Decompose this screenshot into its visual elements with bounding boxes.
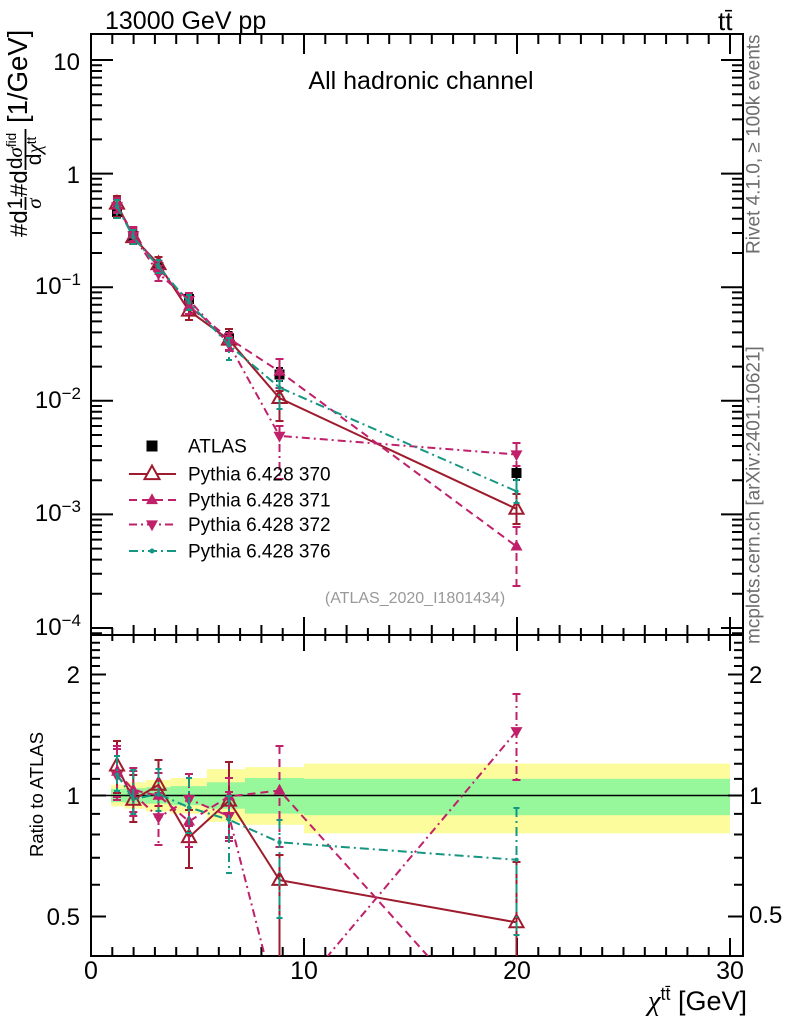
- svg-text:1: 1: [749, 783, 762, 810]
- svg-text:0: 0: [84, 957, 98, 985]
- svg-text:All hadronic channel: All hadronic channel: [308, 67, 533, 95]
- svg-text:0.5: 0.5: [749, 902, 782, 929]
- svg-text:10: 10: [53, 49, 80, 76]
- svg-text:(ATLAS_2020_I1801434): (ATLAS_2020_I1801434): [325, 590, 505, 607]
- svg-text:Pythia 6.428 370: Pythia 6.428 370: [188, 465, 331, 486]
- svg-text:mcplots.cern.ch [arXiv:2401.10: mcplots.cern.ch [arXiv:2401.10621]: [744, 346, 765, 644]
- svg-text:#d: #d: [6, 210, 33, 237]
- svg-text:1: 1: [4, 198, 27, 210]
- svg-text:#d: #d: [6, 170, 33, 197]
- svg-text:ATLAS: ATLAS: [188, 437, 247, 458]
- svg-text:2: 2: [67, 662, 80, 689]
- svg-text:Pythia 6.428 372: Pythia 6.428 372: [188, 515, 331, 536]
- svg-text:Pythia 6.428 376: Pythia 6.428 376: [188, 542, 331, 563]
- svg-text:30: 30: [716, 957, 744, 985]
- svg-text:13000 GeV pp: 13000 GeV pp: [105, 7, 266, 35]
- svg-text:χtt̄ [GeV]: χtt̄ [GeV]: [645, 984, 747, 1017]
- svg-text:[1/GeV]: [1/GeV]: [2, 30, 33, 123]
- svg-text:Ratio to ATLAS: Ratio to ATLAS: [26, 732, 47, 857]
- svg-text:σ: σ: [22, 197, 46, 209]
- svg-text:2: 2: [749, 662, 762, 689]
- svg-text:10: 10: [290, 957, 318, 985]
- svg-text:0.5: 0.5: [47, 904, 80, 931]
- svg-text:Rivet 4.1.0, ≥ 100k events: Rivet 4.1.0, ≥ 100k events: [744, 34, 765, 254]
- svg-text:Pythia 6.428 371: Pythia 6.428 371: [188, 491, 331, 512]
- svg-text:20: 20: [503, 957, 531, 985]
- svg-text:1: 1: [67, 783, 80, 810]
- svg-text:1: 1: [67, 162, 80, 189]
- svg-text:tt̄: tt̄: [718, 6, 733, 36]
